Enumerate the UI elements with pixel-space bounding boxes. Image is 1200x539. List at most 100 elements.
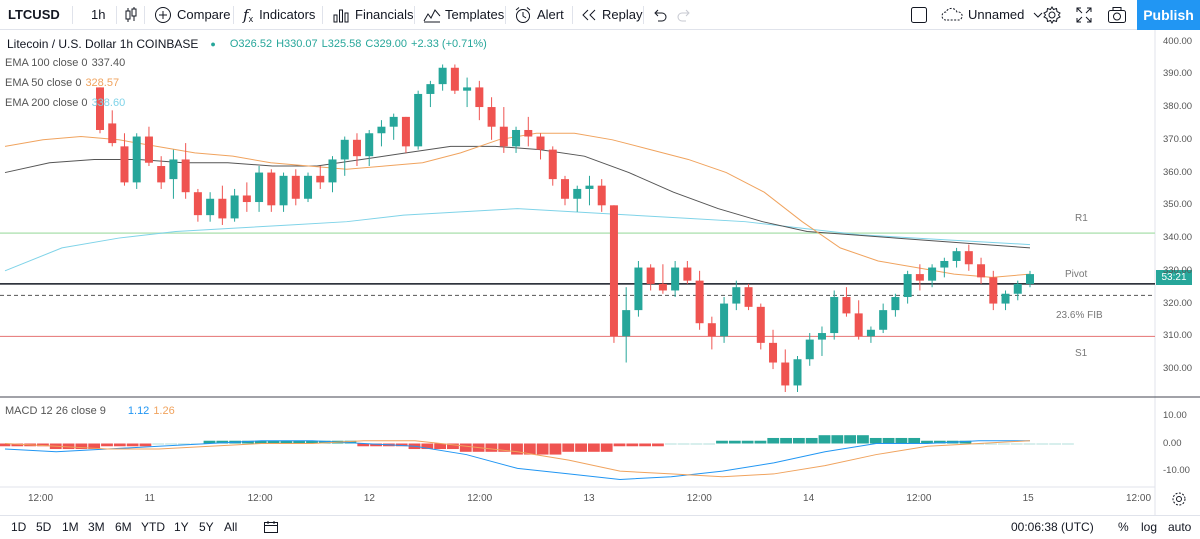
candle-body: [328, 159, 337, 183]
pivot-level-label: Pivot: [1065, 269, 1088, 280]
time-tick-label: 12:00: [28, 493, 54, 504]
range-button-1m[interactable]: 1M: [62, 520, 79, 534]
macd-histogram-bar: [728, 440, 741, 444]
macd-histogram-bar: [664, 443, 677, 445]
price-tick-label: 360.00: [1163, 166, 1193, 178]
ema200-label: EMA 200 close 0: [5, 97, 88, 109]
indicators-label: Indicators: [259, 7, 316, 22]
settings-button[interactable]: [1042, 0, 1062, 29]
financials-button[interactable]: Financials: [332, 0, 414, 29]
macd-histogram-bar: [126, 443, 139, 447]
chart-style-button[interactable]: [124, 0, 138, 29]
candle-body: [671, 267, 680, 291]
macd-histogram-bar: [703, 443, 716, 445]
macd-histogram-bar: [600, 443, 613, 452]
symbol-search[interactable]: LTCUSD: [8, 0, 60, 29]
macd-histogram-bar: [113, 443, 126, 447]
macd-histogram-bar: [908, 437, 921, 444]
auto-scale-toggle[interactable]: auto: [1168, 520, 1192, 534]
macd-histogram-bar: [254, 440, 267, 444]
candle-body: [720, 303, 729, 337]
cloud-icon: [941, 7, 963, 20]
range-button-5d[interactable]: 5D: [36, 520, 52, 534]
price-tick-label: 350.00: [1163, 199, 1193, 211]
range-button-1y[interactable]: 1Y: [174, 520, 189, 534]
candle-body: [96, 87, 104, 130]
candle-body: [132, 136, 141, 183]
range-button-6m[interactable]: 6M: [115, 520, 132, 534]
fullscreen-button[interactable]: [1075, 0, 1093, 29]
chart-canvas[interactable]: [0, 30, 1200, 515]
macd-histogram-bar: [985, 443, 997, 445]
compare-button[interactable]: Compare: [154, 0, 230, 29]
candle-body: [206, 198, 215, 216]
toolbar-divider: [72, 6, 73, 24]
symbol-title[interactable]: Litecoin / U.S. Dollar 1h COINBASE: [7, 37, 199, 51]
candle-body: [304, 175, 313, 199]
candle-body: [438, 67, 447, 85]
snapshot-button[interactable]: [1107, 0, 1127, 29]
range-button-3m[interactable]: 3M: [88, 520, 105, 534]
ohlc-low: L325.58: [321, 38, 362, 50]
toolbar-divider: [233, 6, 234, 24]
ohlc-close: C329.00: [365, 38, 408, 50]
gear-icon: [1043, 5, 1061, 24]
macd-histogram-bar: [177, 443, 190, 445]
macd-histogram-bar: [895, 437, 908, 444]
templates-button[interactable]: Templates: [423, 0, 504, 29]
candle-body: [707, 323, 716, 337]
add-circle-icon: [155, 6, 171, 23]
log-toggle[interactable]: log: [1141, 520, 1158, 534]
range-button-1d[interactable]: 1D: [11, 520, 27, 534]
candle-body: [1026, 274, 1034, 284]
chart-area[interactable]: Litecoin / U.S. Dollar 1h COINBASE ● O32…: [0, 30, 1200, 515]
macd-histogram-bar: [280, 440, 293, 444]
price-tick-label: 400.00: [1163, 35, 1193, 47]
layout-name-button[interactable]: Unnamed: [940, 0, 1044, 29]
chart-settings-button[interactable]: [1171, 491, 1187, 512]
macd-histogram-bar: [613, 443, 626, 447]
macd-histogram-bar: [267, 440, 280, 444]
select-layout-checkbox[interactable]: [910, 0, 928, 29]
macd-histogram-bar: [1036, 443, 1049, 445]
macd-histogram-bar: [690, 443, 703, 445]
publish-button[interactable]: Publish: [1137, 0, 1200, 30]
alert-button[interactable]: Alert: [514, 0, 564, 29]
candle-body: [793, 359, 802, 386]
candle-body: [242, 195, 251, 203]
macd-histogram-bar: [767, 437, 780, 444]
macd-histogram-bar: [1049, 443, 1062, 445]
interval-button[interactable]: 1h: [91, 0, 105, 29]
time-tick-label: 12: [363, 493, 375, 504]
candle-body: [524, 129, 533, 137]
range-button-5y[interactable]: 5Y: [199, 520, 214, 534]
templates-icon: [423, 8, 441, 22]
ema50-legend[interactable]: EMA 50 close 0 328.57: [5, 77, 119, 89]
utc-clock[interactable]: 00:06:38 (UTC): [1011, 520, 1094, 534]
ema100-legend[interactable]: EMA 100 close 0 337.40: [5, 57, 125, 69]
candle-body: [108, 123, 117, 144]
candle-body: [964, 251, 973, 265]
replay-button[interactable]: Replay: [581, 0, 642, 29]
percent-toggle[interactable]: %: [1118, 520, 1129, 534]
range-button-ytd[interactable]: YTD: [141, 520, 165, 534]
candle-body: [181, 159, 190, 193]
candle-body: [830, 297, 839, 334]
candle-body: [646, 267, 655, 284]
undo-button[interactable]: [652, 0, 668, 29]
macd-histogram-bar: [549, 443, 562, 455]
time-tick-label: 12:00: [247, 493, 273, 504]
range-button-all[interactable]: All: [224, 520, 238, 534]
market-status-dot: ●: [210, 39, 216, 49]
ema200-legend[interactable]: EMA 200 close 0 338.60: [5, 97, 125, 109]
redo-button[interactable]: [676, 0, 692, 29]
macd-histogram-bar: [88, 443, 101, 450]
time-tick-label: 12:00: [1126, 493, 1152, 504]
macd-legend[interactable]: MACD 12 26 close 9 1.12 1.26: [5, 405, 175, 417]
candle-body: [695, 280, 704, 324]
macd-histogram-bar: [37, 443, 49, 447]
date-range-button[interactable]: [263, 520, 279, 537]
ema50-line: [4, 132, 1031, 278]
